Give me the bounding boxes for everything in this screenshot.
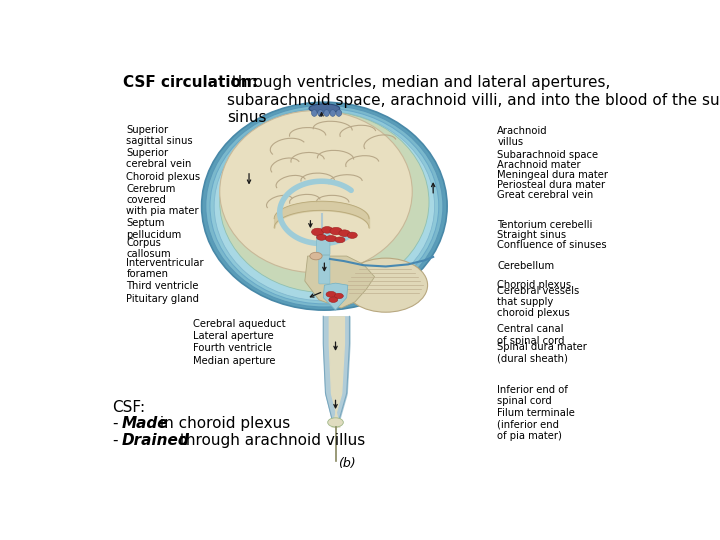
Ellipse shape [324, 110, 329, 116]
Text: Subarachnoid space: Subarachnoid space [498, 151, 598, 160]
Ellipse shape [329, 297, 338, 302]
Text: Made: Made [122, 416, 168, 431]
Text: through ventricles, median and lateral apertures,
subarachnoid space, arachnoid : through ventricles, median and lateral a… [227, 75, 720, 125]
Ellipse shape [312, 110, 317, 116]
Ellipse shape [309, 104, 340, 113]
Ellipse shape [336, 110, 342, 116]
Text: Tentorium cerebelli: Tentorium cerebelli [498, 220, 593, 230]
Text: Third ventricle: Third ventricle [126, 281, 199, 291]
Text: Lateral aperture: Lateral aperture [193, 332, 274, 341]
Ellipse shape [325, 235, 337, 242]
Text: Arachnoid
villus: Arachnoid villus [498, 126, 548, 147]
Text: Filum terminale
(inferior end
of pia mater): Filum terminale (inferior end of pia mat… [498, 408, 575, 441]
Text: (b): (b) [338, 457, 356, 470]
Text: Interventricular
foramen: Interventricular foramen [126, 258, 204, 279]
Text: Fourth ventricle: Fourth ventricle [193, 343, 272, 353]
Text: through arachnoid villus: through arachnoid villus [175, 433, 365, 448]
Text: Meningeal dura mater: Meningeal dura mater [498, 171, 608, 180]
Text: Arachnoid mater: Arachnoid mater [498, 160, 581, 171]
Ellipse shape [220, 112, 429, 293]
Text: Choroid plexus: Choroid plexus [126, 172, 200, 182]
Text: Cerebrum
covered
with pia mater: Cerebrum covered with pia mater [126, 184, 199, 216]
Ellipse shape [206, 105, 443, 307]
Ellipse shape [347, 232, 357, 238]
Ellipse shape [322, 227, 333, 233]
Text: Straight sinus: Straight sinus [498, 230, 567, 240]
Polygon shape [305, 256, 374, 308]
Polygon shape [323, 283, 348, 310]
Text: -: - [112, 416, 118, 431]
Text: Inferior end of
spinal cord: Inferior end of spinal cord [498, 385, 568, 406]
Ellipse shape [202, 102, 447, 310]
Text: Central canal
of spinal cord: Central canal of spinal cord [498, 325, 564, 346]
Ellipse shape [220, 111, 413, 273]
Text: in choroid plexus: in choroid plexus [156, 416, 291, 431]
Text: Confluence of sinuses: Confluence of sinuses [498, 240, 607, 250]
Ellipse shape [339, 230, 350, 237]
Text: Cerebral vessels
that supply
choroid plexus: Cerebral vessels that supply choroid ple… [498, 286, 580, 318]
Ellipse shape [312, 228, 324, 235]
Text: Great cerebral vein: Great cerebral vein [498, 191, 593, 200]
Text: Choroid plexus: Choroid plexus [498, 280, 572, 290]
Text: Drained: Drained [122, 433, 189, 448]
Text: Corpus
callosum: Corpus callosum [126, 238, 171, 259]
Ellipse shape [318, 110, 323, 116]
Text: Septum
pellucidum: Septum pellucidum [126, 219, 181, 240]
Text: Cerebellum: Cerebellum [498, 261, 554, 272]
Ellipse shape [334, 293, 343, 299]
Text: CSF:: CSF: [112, 400, 145, 415]
FancyBboxPatch shape [319, 255, 330, 284]
Text: Periosteal dura mater: Periosteal dura mater [498, 180, 606, 191]
Ellipse shape [326, 292, 336, 297]
Ellipse shape [335, 237, 345, 243]
Text: Pituitary gland: Pituitary gland [126, 294, 199, 304]
Ellipse shape [330, 110, 336, 116]
Ellipse shape [214, 112, 435, 301]
Text: Superior
cerebral vein: Superior cerebral vein [126, 148, 192, 169]
Text: Spinal dura mater
(dural sheath): Spinal dura mater (dural sheath) [498, 342, 588, 363]
Ellipse shape [310, 252, 322, 260]
Ellipse shape [328, 418, 343, 427]
FancyBboxPatch shape [317, 230, 330, 255]
Ellipse shape [344, 258, 428, 312]
Text: CSF circulation:: CSF circulation: [124, 75, 258, 90]
Ellipse shape [317, 234, 327, 240]
Text: Median aperture: Median aperture [193, 356, 276, 366]
Ellipse shape [330, 227, 342, 235]
Text: Superior
sagittal sinus: Superior sagittal sinus [126, 125, 193, 146]
Text: -: - [112, 433, 118, 448]
Text: Cerebral aqueduct: Cerebral aqueduct [193, 319, 286, 329]
Ellipse shape [210, 109, 438, 304]
